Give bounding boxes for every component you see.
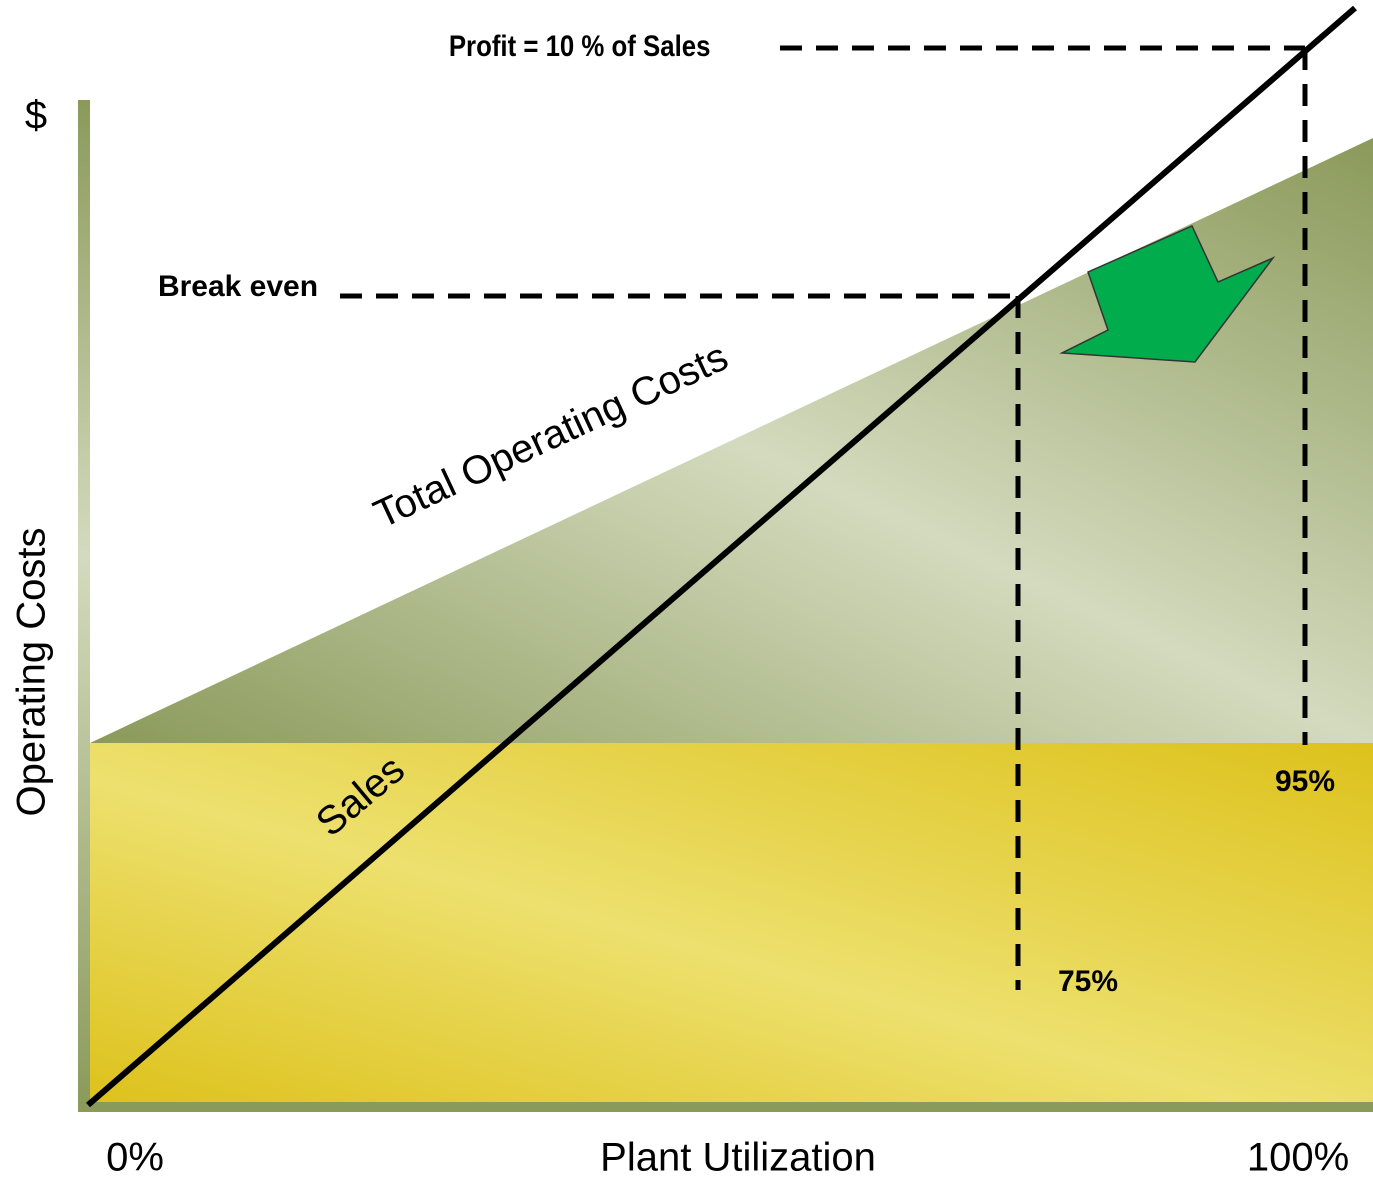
sales-line — [86, 5, 1357, 1108]
y-axis — [78, 100, 90, 1112]
arrow — [1059, 225, 1276, 363]
x-label: Plant Utilization — [600, 1136, 876, 1179]
break-even-label: Break even — [158, 270, 318, 303]
y-label: Operating Costs — [10, 527, 54, 816]
title: Profit = 10 % of Sales — [449, 29, 711, 62]
y-symbol: $ — [25, 94, 47, 138]
break-even-pct: 75% — [1058, 965, 1118, 998]
profit-pct: 95% — [1275, 765, 1335, 798]
cost-area — [90, 138, 1373, 743]
x-end: 100% — [1247, 1136, 1349, 1179]
x-start: 0% — [106, 1136, 164, 1179]
x-axis — [78, 1102, 1373, 1112]
sales-area — [90, 743, 1373, 1103]
